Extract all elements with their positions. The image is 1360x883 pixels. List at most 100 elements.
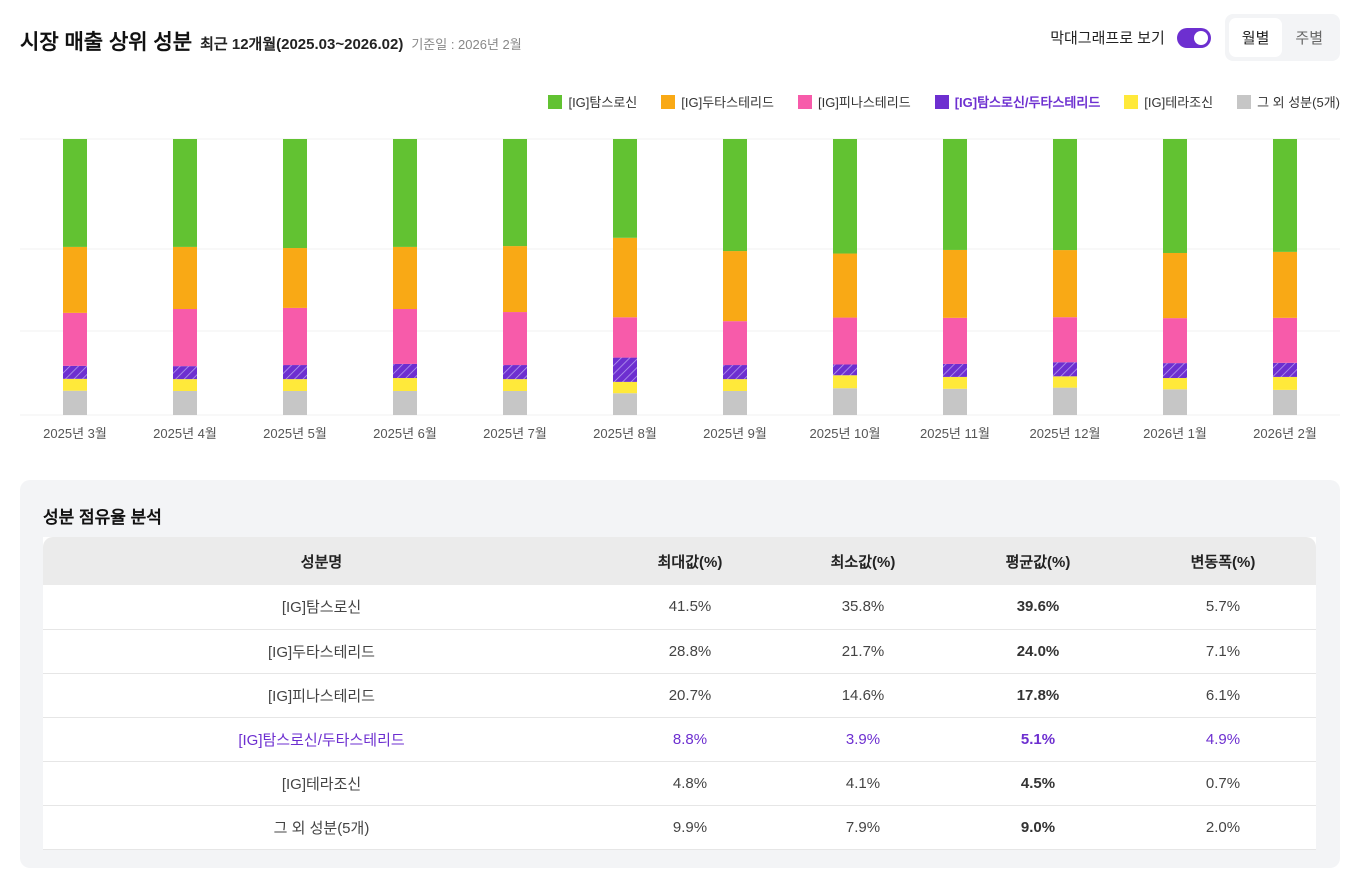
bar-segment[interactable] (503, 312, 527, 366)
bar-segment[interactable] (943, 139, 967, 250)
cell-avg: 5.1% (946, 717, 1130, 762)
bar-segment[interactable] (723, 139, 747, 252)
cell-range: 6.1% (1130, 673, 1316, 718)
bar-segment[interactable] (393, 390, 417, 415)
bar-segment[interactable] (723, 251, 747, 322)
bar-segment[interactable] (283, 379, 307, 391)
bar-segment[interactable] (63, 139, 87, 247)
bar-segment[interactable] (173, 246, 197, 310)
bar-segment[interactable] (943, 317, 967, 364)
bar-segment[interactable] (1053, 387, 1077, 415)
bar-segment[interactable] (283, 248, 307, 308)
bar-segment[interactable] (833, 253, 857, 318)
bar-segment[interactable] (173, 390, 197, 415)
legend-item[interactable]: [IG]피나스테리드 (797, 92, 911, 111)
page-title: 시장 매출 상위 성분 (20, 31, 193, 54)
bar-segment[interactable] (503, 365, 527, 380)
bar-segment[interactable] (503, 139, 527, 247)
bar-segment[interactable] (943, 363, 967, 377)
bar-segment[interactable] (723, 390, 747, 415)
bar-segment[interactable] (833, 364, 857, 376)
bar-segment[interactable] (1163, 318, 1187, 364)
bar-segment[interactable] (393, 363, 417, 379)
bar-segment[interactable] (723, 365, 747, 380)
bar-segment[interactable] (1163, 389, 1187, 415)
legend-item[interactable]: [IG]두타스테리드 (661, 92, 774, 111)
table-row: [IG]테라조신 4.8% 4.1% 4.5% 0.7% (43, 761, 1316, 806)
bar-segment[interactable] (613, 393, 637, 415)
table-row: [IG]탐스로신/두타스테리드 8.8% 3.9% 5.1% 4.9% (43, 717, 1316, 762)
bar-segment[interactable] (613, 139, 637, 238)
bar-segment[interactable] (723, 379, 747, 391)
bar-segment[interactable] (173, 379, 197, 391)
cell-min: 7.9% (780, 805, 946, 850)
bar-segment[interactable] (613, 237, 637, 318)
bar-segment[interactable] (63, 365, 87, 379)
bar-segment[interactable] (1053, 250, 1077, 318)
bar-segment[interactable] (943, 376, 967, 389)
x-tick-label: 2025년 8월 (593, 426, 657, 441)
bar-segment[interactable] (393, 309, 417, 364)
x-tick-label: 2026년 1월 (1143, 426, 1207, 441)
bar-segment[interactable] (833, 388, 857, 415)
bar-segment[interactable] (63, 390, 87, 415)
bar-segment[interactable] (1053, 376, 1077, 388)
bar-segment[interactable] (1273, 317, 1297, 363)
bar-segment[interactable] (613, 381, 637, 394)
bar-segment[interactable] (833, 317, 857, 365)
legend-item[interactable]: 그 외 성분(5개) (1237, 92, 1340, 111)
bar-segment[interactable] (1163, 363, 1187, 379)
table-row: [IG]두타스테리드 28.8% 21.7% 24.0% 7.1% (43, 629, 1316, 674)
bar-segment[interactable] (723, 321, 747, 366)
x-tick-label: 2025년 10월 (810, 426, 881, 441)
bar-segment[interactable] (943, 249, 967, 318)
bar-segment[interactable] (393, 246, 417, 310)
bar-segment[interactable] (503, 379, 527, 391)
col-range: 변동폭(%) (1130, 537, 1316, 585)
bar-segment[interactable] (1273, 362, 1297, 377)
legend-item[interactable]: [IG]테라조신 (1124, 92, 1213, 111)
bar-segment[interactable] (283, 139, 307, 249)
bar-segment[interactable] (1273, 251, 1297, 318)
legend-label: [IG]탐스로신 (568, 95, 638, 110)
bar-segment[interactable] (1053, 362, 1077, 377)
cell-min: 4.1% (780, 761, 946, 806)
bar-segment[interactable] (1163, 252, 1187, 319)
bar-segment[interactable] (1273, 376, 1297, 390)
bar-segment[interactable] (173, 366, 197, 380)
bar-view-toggle[interactable] (1176, 27, 1211, 48)
bar-segment[interactable] (173, 139, 197, 247)
cell-range: 7.1% (1130, 629, 1316, 674)
tab-weekly[interactable]: 주별 (1295, 30, 1323, 47)
cell-avg: 4.5% (946, 761, 1130, 806)
bar-segment[interactable] (283, 390, 307, 415)
bar-segment[interactable] (1053, 139, 1077, 251)
bar-segment[interactable] (943, 388, 967, 415)
cell-max: 8.8% (600, 717, 780, 762)
bar-segment[interactable] (613, 317, 637, 358)
bar-segment[interactable] (503, 246, 527, 313)
tab-monthly[interactable]: 월별 (1228, 18, 1283, 57)
bar-segment[interactable] (1273, 139, 1297, 252)
legend-item[interactable]: [IG]탐스로신/두타스테리드 (934, 92, 1100, 111)
bar-segment[interactable] (173, 309, 197, 367)
col-max: 최대값(%) (600, 537, 780, 585)
bar-view-toggle-label: 막대그래프로 보기 (1050, 30, 1165, 47)
bar-segment[interactable] (393, 139, 417, 247)
bar-segment[interactable] (833, 139, 857, 254)
bar-segment[interactable] (283, 365, 307, 380)
bar-segment[interactable] (63, 312, 87, 366)
bar-segment[interactable] (1163, 139, 1187, 253)
bar-segment[interactable] (1273, 389, 1297, 415)
bar-segment[interactable] (1053, 317, 1077, 363)
bar-segment[interactable] (503, 390, 527, 415)
bar-segment[interactable] (613, 357, 637, 382)
bar-segment[interactable] (63, 246, 87, 313)
bar-segment[interactable] (833, 375, 857, 389)
legend-item[interactable]: [IG]탐스로신 (548, 92, 637, 111)
bar-segment[interactable] (283, 307, 307, 366)
cell-max: 20.7% (600, 673, 780, 718)
bar-segment[interactable] (393, 378, 417, 391)
bar-segment[interactable] (1163, 378, 1187, 390)
bar-segment[interactable] (63, 378, 87, 391)
